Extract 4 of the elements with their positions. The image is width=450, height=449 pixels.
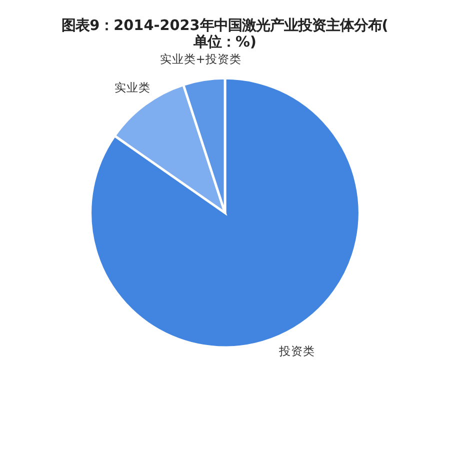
chart-title: 图表9：2014-2023年中国激光产业投资主体分布(单位：%) <box>62 17 388 50</box>
slice-label: 实业类+投资类 <box>160 52 242 66</box>
slice-label: 实业类 <box>114 80 150 95</box>
slice-label: 投资类 <box>278 344 316 358</box>
